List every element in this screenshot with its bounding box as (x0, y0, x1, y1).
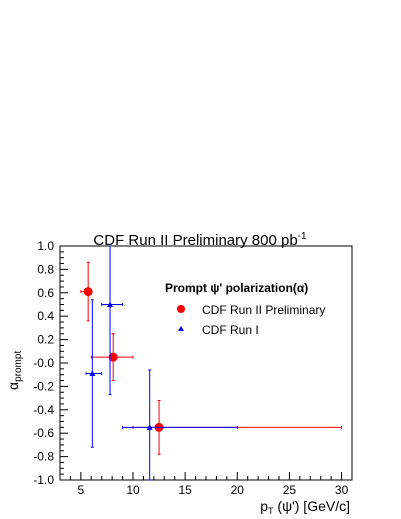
data-point-run2 (83, 287, 93, 297)
y-tick-label: -0.4 (33, 403, 54, 417)
x-axis-label-subscript: T (268, 506, 274, 516)
y-tick-label: -0.2 (33, 379, 54, 393)
y-axis-label-subscript: prompt (13, 351, 24, 382)
data-marks (80, 245, 343, 481)
x-tick-label: 30 (335, 483, 349, 497)
x-tick-label: 25 (283, 483, 297, 497)
legend-label-run1: CDF Run I (202, 323, 259, 337)
legend: Prompt ψ' polarization(α) CDF Run II Pre… (165, 281, 325, 337)
y-tick-label: -0.8 (33, 450, 54, 464)
x-tick-label: 15 (178, 483, 192, 497)
y-tick-label: 0.6 (37, 286, 54, 300)
x-tick-label: 5 (78, 483, 85, 497)
x-axis-label: pT (ψ') [GeV/c] (260, 498, 350, 516)
x-tick-label: 10 (126, 483, 140, 497)
data-point-run1 (89, 370, 96, 377)
y-tick-label: -0.0 (33, 356, 54, 370)
legend-marker-run2 (177, 305, 185, 313)
legend-marker-run1 (178, 326, 184, 331)
y-tick-label: 0.4 (37, 309, 54, 323)
axis-ticks: 5 10 15 20 25 30 -1.0 -0.8 -0.6 -0.4 -0.2 -0.0 0.2 0.… (33, 239, 353, 497)
x-tick-label: 20 (231, 483, 245, 497)
y-tick-label: 1.0 (37, 239, 54, 253)
data-point-run2 (108, 352, 118, 362)
chart-title: CDF Run II Preliminary 800 pb-1 (93, 231, 307, 249)
y-tick-label: -1.0 (33, 473, 54, 487)
y-tick-label: 0.8 (37, 262, 54, 276)
legend-label-run2: CDF Run II Preliminary (202, 303, 325, 317)
y-tick-label: 0.2 (37, 333, 54, 347)
data-point-run1 (146, 424, 153, 430)
x-axis-label-rest: (ψ') [GeV/c] (274, 498, 350, 514)
legend-title: Prompt ψ' polarization(α) (165, 281, 308, 295)
y-axis-label: αprompt (5, 351, 24, 390)
title-superscript: -1 (298, 231, 307, 242)
data-point-run1 (107, 301, 114, 307)
y-tick-label: -0.6 (33, 426, 54, 440)
